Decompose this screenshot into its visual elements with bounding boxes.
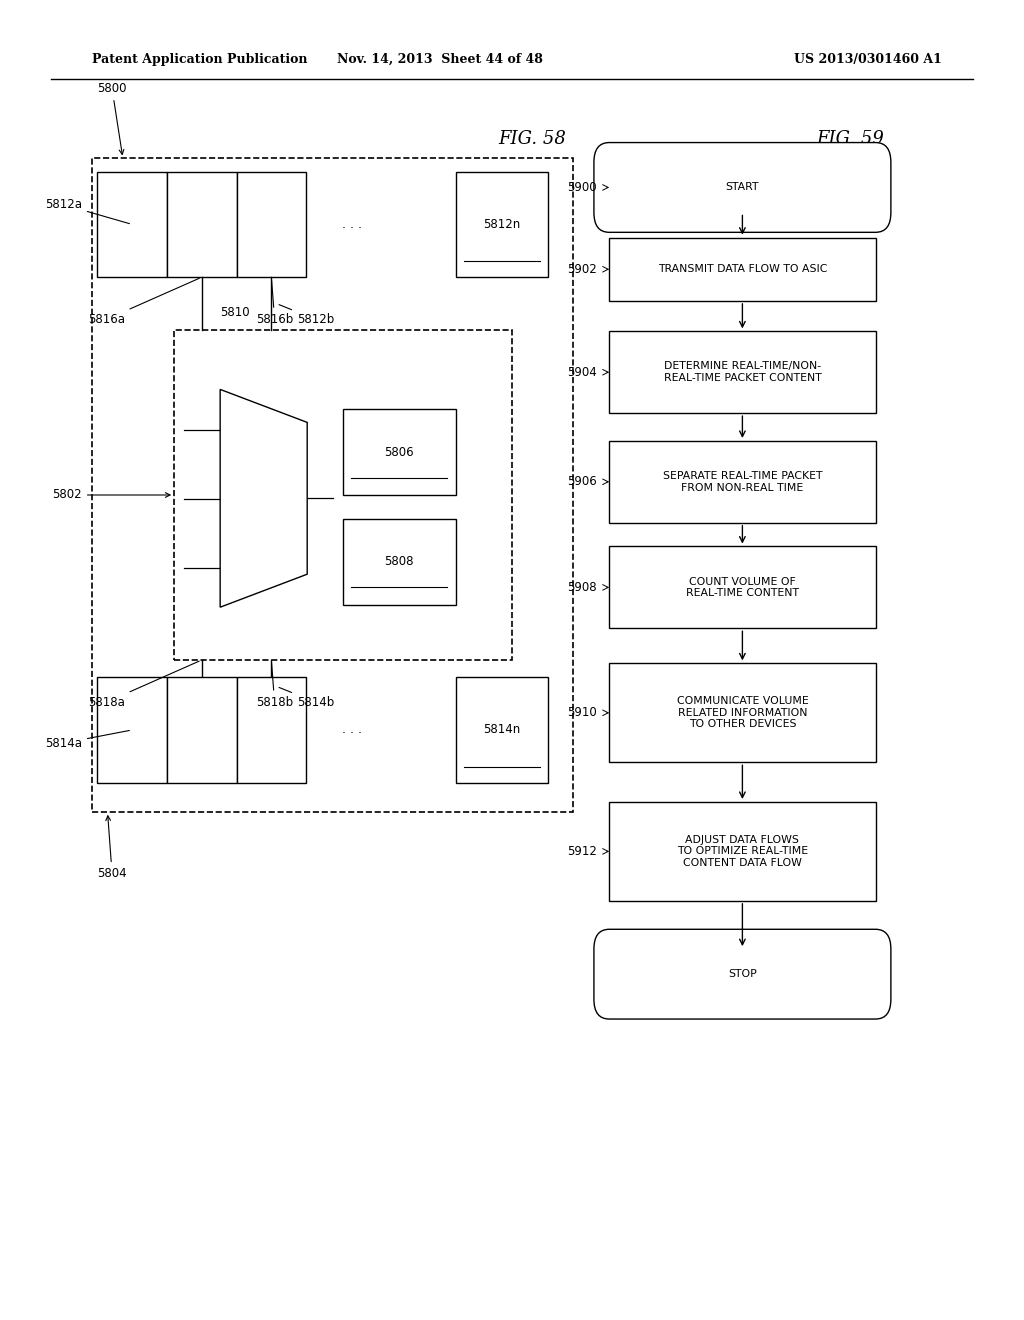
FancyBboxPatch shape <box>609 441 876 523</box>
Polygon shape <box>220 389 307 607</box>
FancyBboxPatch shape <box>97 677 167 783</box>
Text: 5816a: 5816a <box>88 279 200 326</box>
Text: 5814a: 5814a <box>45 730 129 750</box>
FancyBboxPatch shape <box>594 929 891 1019</box>
Text: START: START <box>726 182 759 193</box>
Text: COUNT VOLUME OF
REAL-TIME CONTENT: COUNT VOLUME OF REAL-TIME CONTENT <box>686 577 799 598</box>
Text: DETERMINE REAL-TIME/NON-
REAL-TIME PACKET CONTENT: DETERMINE REAL-TIME/NON- REAL-TIME PACKE… <box>664 362 821 383</box>
FancyBboxPatch shape <box>343 409 456 495</box>
Text: COMMUNICATE VOLUME
RELATED INFORMATION
TO OTHER DEVICES: COMMUNICATE VOLUME RELATED INFORMATION T… <box>677 696 808 730</box>
FancyBboxPatch shape <box>97 172 167 277</box>
Text: 5818b: 5818b <box>256 663 293 709</box>
Text: 5810: 5810 <box>220 306 250 319</box>
Text: 5812n: 5812n <box>483 218 520 231</box>
Text: 5908: 5908 <box>567 581 597 594</box>
Text: 5900: 5900 <box>567 181 597 194</box>
Text: 5808: 5808 <box>385 556 414 568</box>
Text: 5906: 5906 <box>567 475 597 488</box>
Text: . . .: . . . <box>342 218 362 231</box>
Text: 5814b: 5814b <box>280 688 334 709</box>
FancyBboxPatch shape <box>167 677 237 783</box>
FancyBboxPatch shape <box>92 158 573 812</box>
FancyBboxPatch shape <box>609 331 876 413</box>
Text: US 2013/0301460 A1: US 2013/0301460 A1 <box>795 53 942 66</box>
Text: STOP: STOP <box>728 969 757 979</box>
Text: . . .: . . . <box>342 723 362 737</box>
FancyBboxPatch shape <box>343 519 456 605</box>
Text: FIG. 59: FIG. 59 <box>816 129 884 148</box>
Text: 5812b: 5812b <box>280 305 334 326</box>
Text: SEPARATE REAL-TIME PACKET
FROM NON-REAL TIME: SEPARATE REAL-TIME PACKET FROM NON-REAL … <box>663 471 822 492</box>
FancyBboxPatch shape <box>456 677 548 783</box>
Text: 5812a: 5812a <box>45 198 129 223</box>
Text: Patent Application Publication: Patent Application Publication <box>92 53 307 66</box>
FancyBboxPatch shape <box>237 172 306 277</box>
FancyBboxPatch shape <box>167 172 237 277</box>
Text: 5814n: 5814n <box>483 723 520 737</box>
Text: 5904: 5904 <box>567 366 597 379</box>
Text: 5816b: 5816b <box>256 280 293 326</box>
FancyBboxPatch shape <box>456 172 548 277</box>
FancyBboxPatch shape <box>609 801 876 900</box>
FancyBboxPatch shape <box>594 143 891 232</box>
Text: ADJUST DATA FLOWS
TO OPTIMIZE REAL-TIME
CONTENT DATA FLOW: ADJUST DATA FLOWS TO OPTIMIZE REAL-TIME … <box>677 834 808 869</box>
Text: TRANSMIT DATA FLOW TO ASIC: TRANSMIT DATA FLOW TO ASIC <box>657 264 827 275</box>
Text: 5902: 5902 <box>567 263 597 276</box>
Text: 5912: 5912 <box>567 845 597 858</box>
FancyBboxPatch shape <box>609 663 876 762</box>
Text: 5804: 5804 <box>97 816 127 880</box>
FancyBboxPatch shape <box>174 330 512 660</box>
Text: FIG. 58: FIG. 58 <box>499 129 566 148</box>
FancyBboxPatch shape <box>609 238 876 301</box>
Text: Nov. 14, 2013  Sheet 44 of 48: Nov. 14, 2013 Sheet 44 of 48 <box>337 53 544 66</box>
Text: 5910: 5910 <box>567 706 597 719</box>
Text: 5802: 5802 <box>52 488 170 502</box>
FancyBboxPatch shape <box>609 546 876 628</box>
Text: 5800: 5800 <box>97 82 127 154</box>
Text: 5818a: 5818a <box>88 661 200 709</box>
FancyBboxPatch shape <box>237 677 306 783</box>
Text: 5806: 5806 <box>385 446 414 458</box>
